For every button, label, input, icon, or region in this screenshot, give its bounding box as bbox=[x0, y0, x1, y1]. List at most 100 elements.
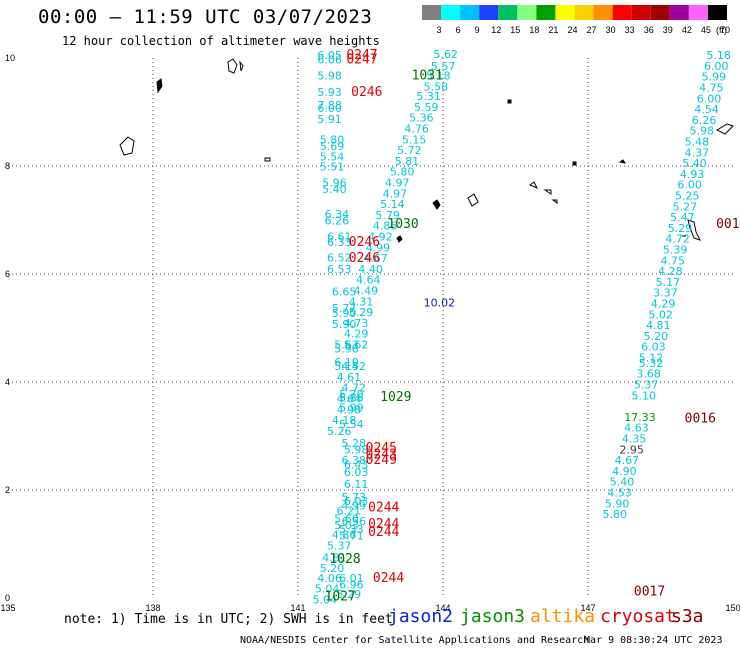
legend-label: 27 bbox=[587, 25, 597, 35]
wave-height-value: 2.95 bbox=[619, 443, 644, 456]
wave-height-value: 6.00 bbox=[317, 102, 342, 115]
legend-swatch bbox=[574, 5, 594, 20]
legend-label: 21 bbox=[548, 25, 558, 35]
island-right-b bbox=[682, 219, 701, 241]
wave-height-value: 5.86 bbox=[339, 391, 364, 404]
legend-swatch bbox=[479, 5, 499, 20]
legend-label: 6 bbox=[456, 25, 461, 35]
pass-time-label: 1031 bbox=[412, 69, 443, 84]
legend-swatch bbox=[498, 5, 518, 20]
wave-height-value: 5.40 bbox=[682, 157, 707, 170]
x-tick-label: 144 bbox=[435, 603, 450, 613]
wave-height-value: 4.75 bbox=[661, 254, 686, 267]
wave-height-value: 4.18 bbox=[332, 414, 357, 427]
wave-height-value: 6.33 bbox=[327, 236, 352, 249]
wave-height-value: 6.00 bbox=[697, 92, 722, 105]
legend-swatch bbox=[555, 5, 575, 20]
wave-height-value: 5.81 bbox=[395, 155, 420, 168]
chart-title: 00:00 – 11:59 UTC 03/07/2023 bbox=[38, 6, 373, 28]
wave-height-value: 5.47 bbox=[670, 211, 695, 224]
wave-height-value: 6.05 bbox=[317, 49, 342, 62]
wave-height-value: 4.29 bbox=[651, 297, 676, 310]
wave-height-value: 5.28 bbox=[342, 437, 367, 450]
wave-height-value: 4.06 bbox=[317, 572, 342, 585]
footnote: note: 1) Time is in UTC; 2) SWH is in fe… bbox=[64, 612, 393, 627]
legend-label: 12 bbox=[491, 25, 501, 35]
wave-height-value: 4.52 bbox=[342, 360, 367, 373]
wave-height-value: 5.77 bbox=[332, 302, 357, 315]
wave-height-value: 3.37 bbox=[653, 287, 678, 300]
wave-height-value: 6.01 bbox=[339, 572, 364, 585]
wave-height-value: 5.12 bbox=[639, 351, 664, 364]
wave-height-value: 5.17 bbox=[656, 276, 681, 289]
wave-height-value: 4.93 bbox=[680, 168, 705, 181]
y-tick-label: 2 bbox=[5, 485, 10, 495]
y-tick-label: 10 bbox=[5, 53, 15, 63]
legend-swatch bbox=[650, 5, 670, 20]
wave-height-value: 4.54 bbox=[694, 103, 719, 116]
island-right-a bbox=[715, 123, 734, 135]
wave-height-value: 4.81 bbox=[646, 319, 671, 332]
wave-height-value: 5.98 bbox=[334, 342, 359, 355]
wave-height-value: 6.61 bbox=[327, 231, 352, 244]
x-tick-label: 138 bbox=[145, 603, 160, 613]
legend-label: 3 bbox=[437, 25, 442, 35]
wave-height-value: 5.10 bbox=[632, 389, 657, 402]
wave-height-value: 4.73 bbox=[344, 317, 369, 330]
x-tick-label: 141 bbox=[290, 603, 305, 613]
wave-height-value: 6.03 bbox=[344, 466, 369, 479]
wave-height-value: 5.80 bbox=[320, 133, 345, 146]
wave-height-value: 5.51 bbox=[320, 160, 345, 173]
legend-label: 39 bbox=[663, 25, 673, 35]
island-small-d bbox=[467, 193, 479, 207]
legend-swatch bbox=[536, 5, 556, 20]
wave-height-value: 5.14 bbox=[380, 198, 405, 211]
legend-swatch bbox=[422, 5, 442, 20]
wave-height-value: 4.97 bbox=[383, 187, 408, 200]
wave-height-value: 3.68 bbox=[636, 368, 661, 381]
wave-height-value: 4.90 bbox=[612, 465, 637, 478]
wave-height-value: 5.32 bbox=[639, 357, 664, 370]
wave-height-value: 4.28 bbox=[658, 265, 683, 278]
wave-height-value: 4.40 bbox=[358, 263, 383, 276]
pass-time-label: 0246 bbox=[349, 235, 380, 250]
wave-height-value: 6.26 bbox=[692, 114, 717, 127]
wave-height-value: 5.25 bbox=[675, 189, 700, 202]
wave-height-value: 6.56 bbox=[342, 515, 367, 528]
wave-height-value: 5.18 bbox=[706, 49, 731, 62]
wave-height-value: 5.40 bbox=[610, 476, 635, 489]
satellite-s3a: s3a bbox=[671, 606, 704, 627]
wave-height-value: 5.99 bbox=[702, 71, 727, 84]
wave-height-value: 5.99 bbox=[339, 402, 364, 415]
legend-swatch bbox=[612, 5, 632, 20]
wave-height-value: 5.29 bbox=[668, 222, 693, 235]
wave-height-value: 4.61 bbox=[337, 371, 362, 384]
wave-height-value: 6.65 bbox=[332, 286, 357, 299]
chart-subtitle: 12 hour collection of altimeter wave hei… bbox=[62, 34, 380, 48]
wave-height-value: 5.72 bbox=[397, 144, 422, 157]
wave-height-value: 5.29 bbox=[337, 588, 362, 601]
y-tick-label: 0 bbox=[5, 593, 10, 603]
wave-height-value: 10.02 bbox=[424, 296, 456, 309]
pass-time-label: 0249 bbox=[366, 453, 397, 468]
wave-height-value: 5.59 bbox=[414, 101, 439, 114]
wave-height-value: 5.15 bbox=[402, 133, 427, 146]
wave-height-value: 6.26 bbox=[325, 214, 350, 227]
wave-height-value: 6.21 bbox=[337, 504, 362, 517]
pass-time-label: 0245 bbox=[366, 441, 397, 456]
wave-height-value: 4.92 bbox=[368, 231, 393, 244]
wave-height-value: 4.67 bbox=[363, 252, 388, 265]
legend-swatch bbox=[460, 5, 480, 20]
wave-height-value: 4.72 bbox=[342, 382, 367, 395]
wave-height-value: 5.80 bbox=[603, 508, 628, 521]
legend-label: 33 bbox=[625, 25, 635, 35]
wave-height-value: 6.10 bbox=[334, 356, 359, 369]
wave-height-value: 5.37 bbox=[634, 378, 659, 391]
wave-height-value: 5.98 bbox=[344, 443, 369, 456]
wave-height-value: 5.62 bbox=[433, 48, 458, 61]
wave-height-value: 5.02 bbox=[648, 308, 673, 321]
wave-height-value: 6.43 bbox=[344, 458, 369, 471]
satellite-altika: altika bbox=[530, 606, 596, 627]
wave-height-value: 6.03 bbox=[641, 341, 666, 354]
